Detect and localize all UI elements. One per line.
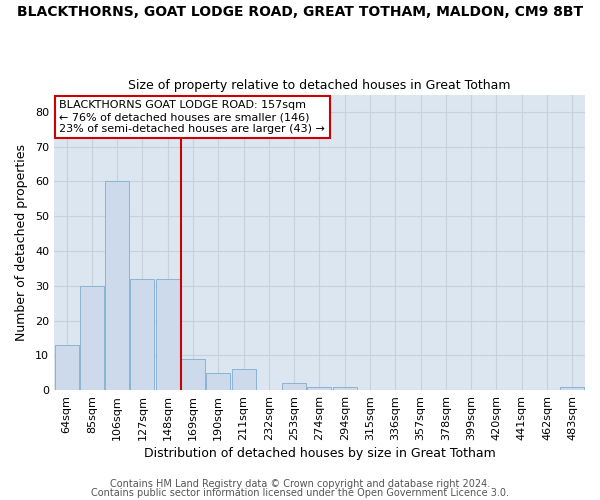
Bar xyxy=(282,383,306,390)
Text: BLACKTHORNS GOAT LODGE ROAD: 157sqm
← 76% of detached houses are smaller (146)
2: BLACKTHORNS GOAT LODGE ROAD: 157sqm ← 76… xyxy=(59,100,325,134)
Bar xyxy=(105,182,129,390)
Bar xyxy=(80,286,104,390)
Bar xyxy=(181,359,205,390)
Text: Contains HM Land Registry data © Crown copyright and database right 2024.: Contains HM Land Registry data © Crown c… xyxy=(110,479,490,489)
Bar xyxy=(333,386,357,390)
Text: Contains public sector information licensed under the Open Government Licence 3.: Contains public sector information licen… xyxy=(91,488,509,498)
Bar xyxy=(156,279,180,390)
X-axis label: Distribution of detached houses by size in Great Totham: Distribution of detached houses by size … xyxy=(143,447,496,460)
Text: BLACKTHORNS, GOAT LODGE ROAD, GREAT TOTHAM, MALDON, CM9 8BT: BLACKTHORNS, GOAT LODGE ROAD, GREAT TOTH… xyxy=(17,5,583,19)
Bar xyxy=(307,386,331,390)
Bar xyxy=(130,279,154,390)
Bar xyxy=(232,369,256,390)
Bar xyxy=(206,372,230,390)
Bar xyxy=(55,345,79,390)
Bar xyxy=(560,386,584,390)
Title: Size of property relative to detached houses in Great Totham: Size of property relative to detached ho… xyxy=(128,79,511,92)
Y-axis label: Number of detached properties: Number of detached properties xyxy=(15,144,28,341)
